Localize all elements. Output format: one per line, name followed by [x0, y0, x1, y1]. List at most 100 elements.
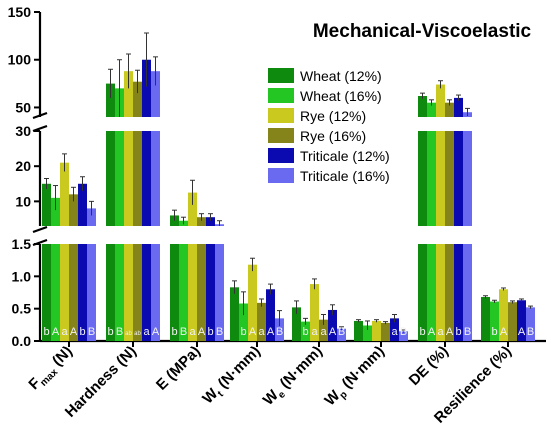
bar-3-2 [248, 264, 257, 341]
significance-label: a [320, 326, 327, 338]
bar-0-5 [87, 244, 96, 341]
bar-1-1 [115, 131, 124, 226]
bar-6-3 [445, 102, 454, 117]
bar-0-0 [42, 244, 51, 341]
y-tick-label: 1.0 [12, 268, 32, 284]
bar-1-0 [106, 83, 115, 117]
bar-4-2 [310, 284, 319, 341]
bar-0-0 [42, 183, 51, 226]
axes: 0.0 0.5 1.0 1.5 10 20 30 50 100 150 [8, 4, 546, 349]
x-category-label-6: DE (%) [406, 343, 452, 389]
x-category-label-5: Wp (N·mm) [321, 343, 390, 412]
bar-2-4 [206, 217, 215, 226]
y-tick-label: 10 [15, 193, 31, 209]
bar-4-0 [292, 307, 301, 341]
bar-2-1 [179, 244, 188, 341]
bar-6-4 [454, 97, 463, 117]
bar-0-3 [69, 194, 78, 226]
bar-4-4 [328, 309, 337, 341]
bar-2-3 [197, 217, 206, 226]
legend-swatch-1 [268, 88, 294, 103]
legend-label-4: Triticale (12%) [300, 148, 390, 164]
bar-1-5 [151, 71, 160, 117]
x-category-label-0: Fmax (N) [25, 343, 77, 395]
significance-label: b [207, 326, 213, 338]
significance-label: B [527, 326, 534, 338]
legend-label-5: Triticale (16%) [300, 168, 390, 184]
bar-6-1 [427, 131, 436, 226]
bar-6-1 [427, 102, 436, 117]
bar-0-4 [78, 183, 87, 226]
bar-1-3 [133, 81, 142, 117]
bar-6-2 [436, 244, 445, 341]
significance-label: A [428, 326, 436, 338]
significance-label: b [107, 326, 113, 338]
x-label-unit: (N·mm) [212, 343, 264, 395]
legend-label-0: Wheat (12%) [300, 68, 382, 84]
y-tick-label: 20 [15, 158, 31, 174]
bar-5-5 [399, 331, 408, 341]
significance-label: a [258, 326, 265, 338]
bar-3-3 [257, 302, 266, 341]
bar-1-5 [151, 244, 160, 341]
legend-swatch-0 [268, 68, 294, 83]
bar-1-3 [133, 244, 142, 341]
significance-label: B [464, 326, 471, 338]
bar-4-5 [337, 328, 346, 341]
significance-label: B [338, 326, 345, 338]
bar-4-3 [319, 319, 328, 341]
significance-label: b [171, 326, 177, 338]
bar-3-5 [275, 318, 284, 341]
significance-label: a [391, 326, 398, 338]
y-tick-label: 0.0 [12, 333, 32, 349]
bar-2-0 [170, 244, 179, 341]
legend-label-2: Rye (12%) [300, 108, 366, 124]
significance-label: ab [125, 331, 132, 337]
bar-2-5 [215, 244, 224, 341]
bar-6-0 [418, 131, 427, 226]
significance-label: b [302, 326, 308, 338]
x-label-main: DE (%) [406, 343, 452, 389]
significance-label: B [88, 326, 95, 338]
bar-0-1 [51, 197, 60, 226]
bar-5-2 [372, 320, 381, 341]
bar-1-2 [124, 71, 133, 117]
significance-label: ab [134, 331, 141, 337]
bar-4-1 [301, 321, 310, 341]
bar-1-4 [142, 59, 151, 117]
significance-label: a [143, 326, 150, 338]
significance-label: b [455, 326, 461, 338]
bar-7-2 [499, 289, 508, 341]
bar-6-4 [454, 131, 463, 226]
bar-6-3 [445, 131, 454, 226]
bar-6-0 [418, 96, 427, 117]
bar-2-4 [206, 244, 215, 341]
legend-label-3: Rye (16%) [300, 128, 366, 144]
axis-break-mark-0 [32, 225, 48, 234]
legend-swatch-4 [268, 148, 294, 163]
significance-label: b [43, 326, 49, 338]
bar-6-5 [463, 131, 472, 226]
x-label-unit: (N·mm) [336, 343, 388, 395]
bar-7-0 [481, 297, 490, 341]
significance-label: b [240, 326, 246, 338]
y-tick-label: 150 [8, 4, 32, 20]
legend: Wheat (12%) Wheat (16%) Rye (12%) Rye (16%)… [268, 68, 390, 184]
x-category-label-4: We (N·mm) [260, 343, 328, 411]
bar-0-3 [69, 244, 78, 341]
bar-3-4 [266, 289, 275, 341]
bar-6-2 [436, 131, 445, 226]
bar-1-2 [124, 244, 133, 341]
bar-7-3 [508, 302, 517, 341]
axis-break-mark-1 [32, 124, 48, 133]
bar-1-4 [142, 131, 151, 226]
significance-label: B [180, 326, 187, 338]
bar-6-1 [427, 244, 436, 341]
bar-6-2 [436, 84, 445, 117]
bar-5-1 [363, 325, 372, 341]
bar-1-2 [124, 131, 133, 226]
bar-2-3 [197, 244, 206, 341]
y-tick-label: 0.5 [12, 301, 32, 317]
bar-1-1 [115, 244, 124, 341]
